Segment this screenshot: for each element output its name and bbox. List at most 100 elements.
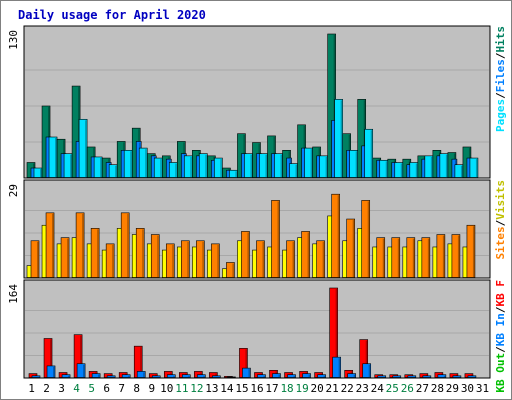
- bar-kb-in: [121, 374, 131, 378]
- legend-entry: KB F: [494, 280, 507, 307]
- y-max-label: 29: [7, 184, 20, 197]
- bar-shade: [70, 154, 72, 177]
- bar-sites: [30, 240, 40, 278]
- bar-sites: [346, 218, 355, 278]
- panel-background: [23, 279, 491, 379]
- bar-shade: [338, 358, 341, 377]
- legend-entry: Sites: [494, 226, 507, 259]
- bar-shade: [85, 120, 87, 177]
- x-tick-label: 23: [356, 382, 369, 395]
- bar-sites: [75, 212, 85, 278]
- bar-shade: [202, 241, 204, 277]
- bar-shade: [415, 163, 418, 177]
- bar-shade: [232, 263, 234, 277]
- bar-pages: [364, 128, 374, 178]
- bar-shade: [442, 235, 445, 277]
- bar-kb-in: [91, 373, 101, 378]
- bar-pages: [469, 157, 479, 178]
- bar-kb-in: [392, 375, 402, 378]
- bar-shade: [397, 238, 400, 277]
- panel-visits-sites: 29 Sites/Visits: [7, 179, 507, 279]
- bar-shade: [157, 235, 159, 277]
- bar-sites: [226, 262, 235, 278]
- bar-shade: [365, 340, 368, 377]
- bar-shade: [145, 149, 147, 177]
- x-tick-label: 1: [28, 382, 35, 395]
- x-tick-label: 22: [341, 382, 354, 395]
- bar-shade: [385, 161, 388, 177]
- bar-kb-in: [452, 375, 462, 378]
- bar-kb-in: [257, 374, 266, 378]
- bar-shade: [143, 372, 145, 377]
- x-tick-label: 4: [73, 382, 80, 395]
- bar-shade: [68, 375, 70, 377]
- bar-shade: [128, 375, 130, 377]
- x-tick-label: 27: [416, 382, 429, 395]
- x-tick-label: 9: [148, 382, 155, 395]
- bar-shade: [55, 138, 57, 177]
- legend-entry: /: [494, 52, 507, 59]
- bar-sites: [211, 243, 220, 278]
- bar-kb-in: [151, 375, 161, 378]
- bar-shade: [172, 244, 174, 277]
- bar-sites: [181, 240, 190, 278]
- bar-sites: [271, 200, 280, 278]
- bar-shade: [382, 238, 385, 277]
- bar-kb-in: [407, 375, 417, 378]
- x-tick-label: 13: [205, 382, 218, 395]
- bar-kb-in: [302, 373, 311, 378]
- x-tick-label: 30: [461, 382, 474, 395]
- legend-entry: /: [494, 92, 507, 99]
- bar-kb-in: [106, 375, 116, 378]
- x-tick-label: 15: [235, 382, 248, 395]
- bar-shade: [443, 375, 446, 377]
- bar-kb-in: [347, 373, 356, 378]
- bar-shade: [265, 154, 267, 177]
- bar-shade: [205, 154, 207, 177]
- y-max-label: 164: [7, 284, 20, 304]
- x-tick-label: 7: [118, 382, 125, 395]
- legend: Sites/Visits: [494, 180, 507, 260]
- bar-shade: [115, 165, 117, 177]
- bar-shade: [127, 213, 129, 277]
- bar-shade: [235, 171, 237, 177]
- bar-shade: [400, 163, 403, 177]
- bar-shade: [160, 159, 162, 177]
- bar-kb-in: [422, 375, 432, 378]
- bar-kb-in: [136, 371, 146, 378]
- bar-sites: [196, 240, 205, 278]
- x-tick-label: 24: [371, 382, 385, 395]
- bar-shade: [472, 226, 475, 277]
- bar-shade: [40, 169, 42, 177]
- bar-shade: [280, 154, 283, 177]
- bar-sites: [90, 228, 100, 278]
- bar-shade: [220, 159, 222, 177]
- bar-shade: [262, 241, 264, 277]
- bar-shade: [295, 164, 298, 177]
- bar-shade: [457, 235, 460, 277]
- bar-shade: [337, 195, 340, 277]
- legend: Pages/Files/Hits: [494, 26, 507, 132]
- bar-shade: [292, 241, 295, 277]
- bar-shade: [175, 163, 177, 177]
- bar-shade: [142, 229, 144, 277]
- bar-kb-in: [61, 374, 71, 378]
- bar-sites: [135, 228, 145, 278]
- chart-title: Daily usage for April 2020: [18, 8, 206, 22]
- bar-sites: [391, 237, 401, 278]
- bar-sites: [60, 237, 70, 278]
- bar-shade: [263, 375, 265, 377]
- bar-sites: [451, 234, 461, 278]
- bar-shade: [83, 364, 85, 377]
- bar-shade: [278, 374, 281, 377]
- bar-kb-in: [362, 363, 372, 378]
- x-tick-label: 14: [220, 382, 234, 395]
- bar-kb-in: [166, 374, 176, 378]
- bar-sites: [256, 240, 265, 278]
- bar-kb-in: [287, 374, 296, 378]
- legend-entry: Hits: [494, 26, 507, 53]
- bar-kb-in: [242, 367, 251, 378]
- bar-kb-in: [317, 374, 326, 378]
